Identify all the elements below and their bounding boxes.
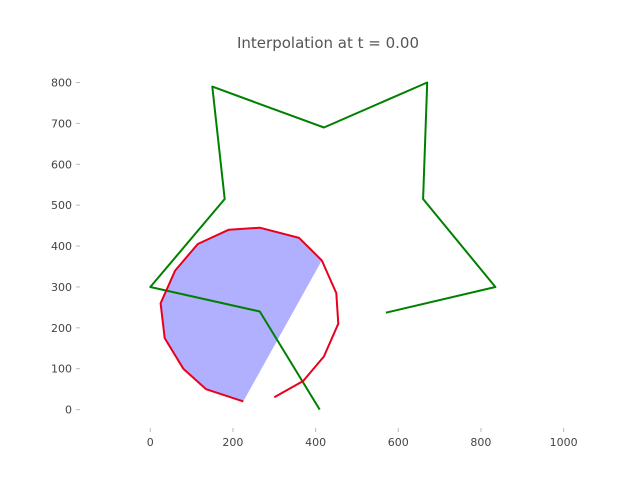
y-tick-label: 300 (51, 281, 72, 294)
chart-title: Interpolation at t = 0.00 (237, 34, 419, 52)
filled-region (160, 227, 322, 402)
y-tick-label: 800 (51, 77, 72, 90)
x-tick-label: 400 (305, 436, 326, 449)
y-tick-label: 600 (51, 158, 72, 171)
x-tick-label: 800 (470, 436, 491, 449)
series-layer (149, 81, 497, 411)
fill-layer (160, 227, 322, 402)
y-tick-label: 0 (65, 404, 72, 417)
circle-line (159, 226, 340, 403)
y-tick-label: 400 (51, 240, 72, 253)
x-tick-label: 1000 (550, 436, 578, 449)
y-tick-label: 700 (51, 117, 72, 130)
star-line (149, 81, 497, 411)
x-axis: 0 200 400 600 800 1000 (147, 428, 578, 449)
x-tick-label: 600 (388, 436, 409, 449)
x-tick-label: 0 (147, 436, 154, 449)
y-tick-label: 200 (51, 322, 72, 335)
y-tick-label: 500 (51, 199, 72, 212)
y-axis: 0 100 200 300 400 500 600 700 800 (51, 77, 80, 417)
y-tick-label: 100 (51, 363, 72, 376)
x-tick-label: 200 (222, 436, 243, 449)
